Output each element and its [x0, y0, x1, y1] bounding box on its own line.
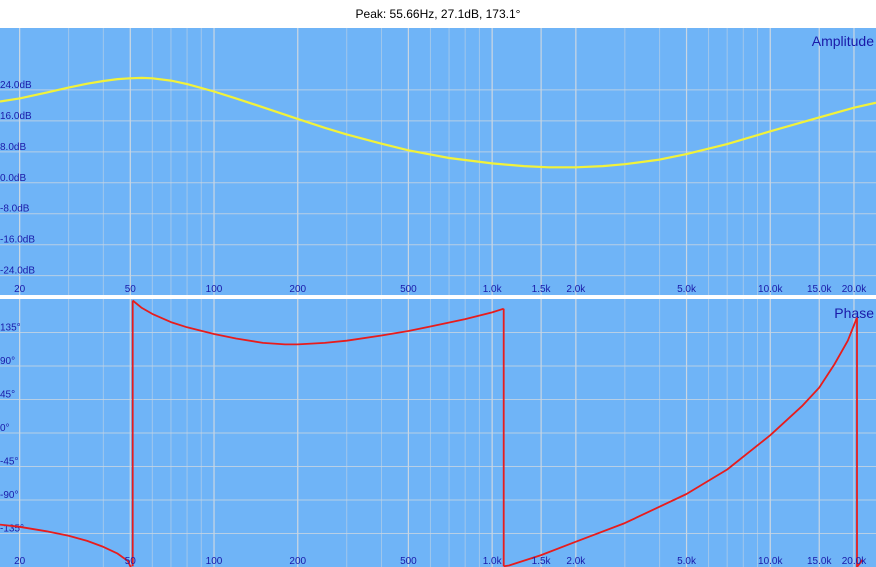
- amplitude-plot-area: [0, 28, 876, 295]
- amplitude-x-tick-label: 10.0k: [758, 284, 783, 295]
- amplitude-x-tick-label: 15.0k: [807, 284, 832, 295]
- phase-x-tick-label: 20: [14, 556, 26, 567]
- amplitude-panel: 24.0dB 16.0dB 8.0dB 0.0dB -8.0dB -16.0dB -24.0…: [0, 28, 876, 295]
- phase-curve: [132, 299, 504, 346]
- amplitude-x-tick-label: 1.5k: [532, 284, 552, 295]
- amplitude-y-tick-label: 0.0dB: [0, 173, 26, 184]
- amplitude-x-tick-label: 20: [14, 284, 26, 295]
- phase-y-tick-label: -90°: [0, 490, 18, 501]
- amplitude-y-tick-label: -8.0dB: [0, 204, 30, 215]
- phase-x-tick-label: 200: [289, 556, 306, 567]
- amplitude-y-tick-label: -16.0dB: [0, 235, 35, 246]
- phase-panel: 135° 90° 45° 0° -45° -90° -135° 20 50 100 200 500 1.…: [0, 299, 876, 567]
- phase-x-tick-label: 50: [125, 556, 137, 567]
- panel-divider: [0, 295, 876, 299]
- phase-x-tick-label: 1.5k: [532, 556, 552, 567]
- phase-x-tick-label: 1.0k: [483, 556, 503, 567]
- amplitude-x-tick-label: 200: [289, 284, 306, 295]
- amplitude-y-tick-label: 16.0dB: [0, 111, 32, 122]
- phase-y-tick-label: -135°: [0, 524, 24, 535]
- amplitude-x-tick-label: 2.0k: [566, 284, 586, 295]
- amplitude-curve: [0, 76, 876, 169]
- phase-x-tick-label: 100: [206, 556, 223, 567]
- amplitude-panel-label: Amplitude: [812, 33, 874, 49]
- amplitude-x-tick-label: 20.0k: [842, 284, 867, 295]
- phase-curve: [856, 559, 864, 567]
- phase-y-tick-label: 90°: [0, 356, 15, 367]
- amplitude-y-tick-label: 24.0dB: [0, 80, 32, 91]
- amplitude-y-tick-label: -24.0dB: [0, 266, 35, 277]
- phase-y-tick-label: 135°: [0, 323, 21, 334]
- phase-x-tick-label: 15.0k: [807, 556, 832, 567]
- amplitude-x-tick-label: 50: [125, 284, 137, 295]
- phase-x-tick-label: 5.0k: [677, 556, 697, 567]
- phase-panel-label: Phase: [834, 305, 874, 321]
- amplitude-x-tick-label: 500: [400, 284, 417, 295]
- phase-curve: [0, 523, 132, 567]
- phase-x-tick-label: 2.0k: [566, 556, 586, 567]
- phase-y-tick-label: 45°: [0, 390, 15, 401]
- phase-y-tick-label: -45°: [0, 457, 18, 468]
- phase-x-tick-label: 500: [400, 556, 417, 567]
- amplitude-y-tick-label: 8.0dB: [0, 142, 26, 153]
- amplitude-x-tick-label: 5.0k: [677, 284, 697, 295]
- amplitude-x-tick-label: 1.0k: [483, 284, 503, 295]
- phase-curve: [503, 317, 858, 567]
- amplitude-x-tick-label: 100: [206, 284, 223, 295]
- phase-x-tick-label: 10.0k: [758, 556, 783, 567]
- phase-y-tick-label: 0°: [0, 423, 10, 434]
- phase-x-tick-label: 20.0k: [842, 556, 867, 567]
- peak-readout: Peak: 55.66Hz, 27.1dB, 173.1°: [355, 7, 521, 21]
